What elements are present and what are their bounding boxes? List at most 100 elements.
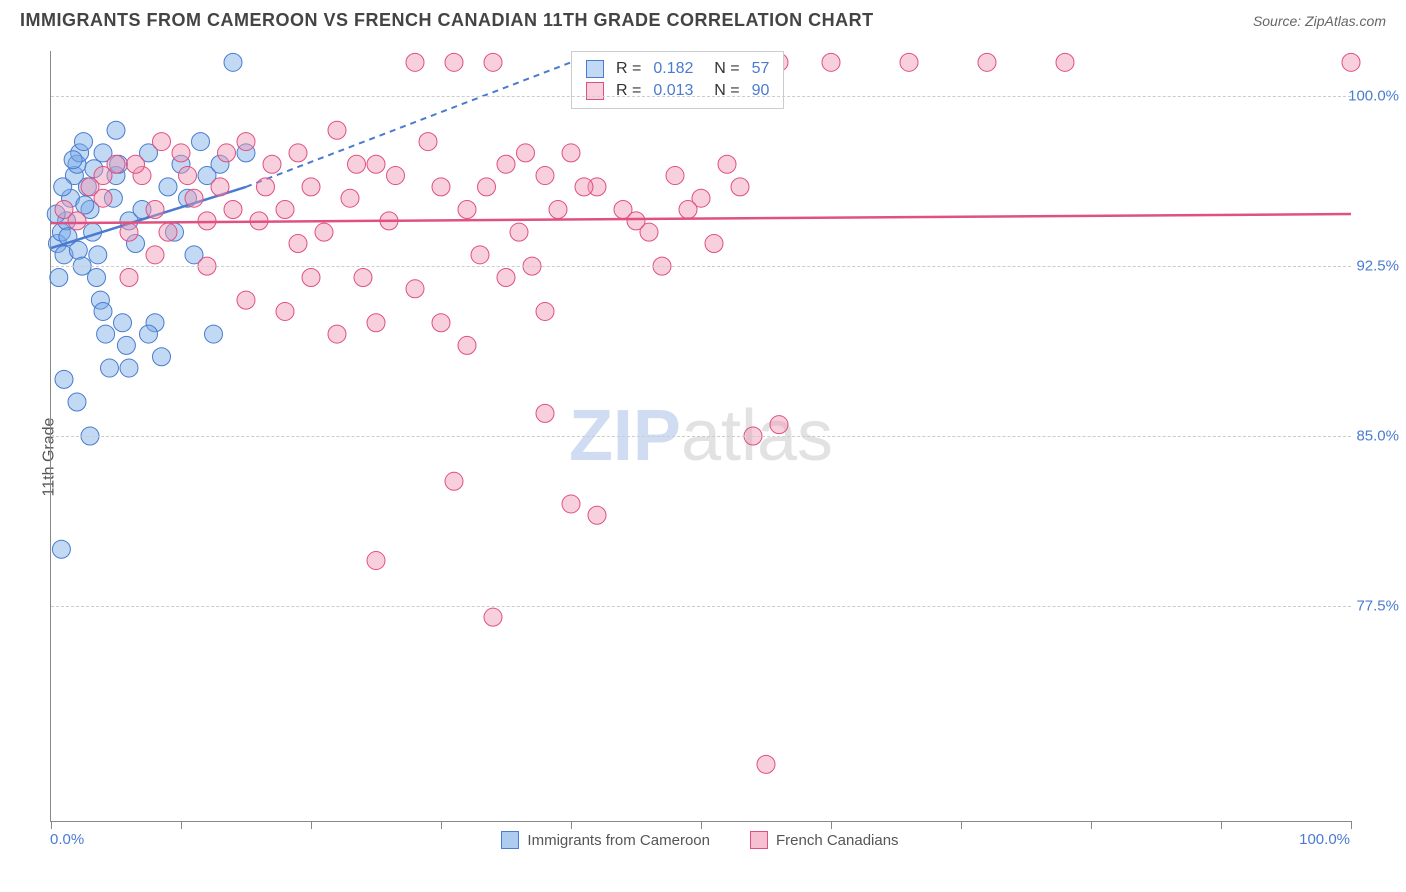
- scatter-point: [458, 336, 476, 354]
- stats-n-label: N =: [705, 82, 739, 100]
- scatter-point: [257, 178, 275, 196]
- scatter-point: [510, 223, 528, 241]
- bottom-legend: Immigrants from Cameroon French Canadians: [50, 831, 1350, 849]
- x-tick: [961, 821, 962, 829]
- scatter-point: [205, 325, 223, 343]
- x-tick: [831, 821, 832, 829]
- scatter-point: [517, 144, 535, 162]
- scatter-point: [406, 280, 424, 298]
- scatter-point: [192, 133, 210, 151]
- scatter-point: [731, 178, 749, 196]
- stats-row: R = 0.182 N = 57: [586, 58, 769, 80]
- scatter-point: [328, 121, 346, 139]
- scatter-point: [54, 178, 72, 196]
- scatter-point: [367, 552, 385, 570]
- scatter-point: [458, 201, 476, 219]
- y-tick-label: 77.5%: [1339, 597, 1399, 614]
- scatter-point: [120, 223, 138, 241]
- scatter-point: [68, 212, 86, 230]
- scatter-point: [445, 472, 463, 490]
- grid-line: [51, 266, 1351, 267]
- scatter-point: [341, 189, 359, 207]
- scatter-point: [52, 540, 70, 558]
- scatter-point: [328, 325, 346, 343]
- x-tick: [51, 821, 52, 829]
- y-tick-label: 92.5%: [1339, 258, 1399, 275]
- scatter-point: [159, 178, 177, 196]
- stats-n-label: N =: [705, 60, 739, 78]
- stats-n-value: 57: [752, 60, 770, 78]
- scatter-point: [315, 223, 333, 241]
- scatter-point: [50, 268, 68, 286]
- scatter-point: [1342, 53, 1360, 71]
- scatter-point: [562, 144, 580, 162]
- scatter-point: [101, 359, 119, 377]
- x-tick: [441, 821, 442, 829]
- scatter-point: [237, 133, 255, 151]
- scatter-point: [432, 178, 450, 196]
- scatter-point: [75, 133, 93, 151]
- scatter-point: [276, 201, 294, 219]
- scatter-point: [445, 53, 463, 71]
- legend-label: Immigrants from Cameroon: [527, 832, 710, 849]
- scatter-point: [978, 53, 996, 71]
- scatter-point: [478, 178, 496, 196]
- scatter-point: [497, 268, 515, 286]
- scatter-point: [76, 196, 94, 214]
- stats-n-value: 90: [752, 82, 770, 100]
- scatter-point: [97, 325, 115, 343]
- x-tick: [571, 821, 572, 829]
- scatter-point: [666, 167, 684, 185]
- scatter-point: [211, 178, 229, 196]
- scatter-point: [94, 189, 112, 207]
- scatter-point: [588, 506, 606, 524]
- scatter-point: [757, 755, 775, 773]
- scatter-point: [900, 53, 918, 71]
- scatter-point: [406, 53, 424, 71]
- plot-area: ZIPatlas R = 0.182 N = 57R = 0.013 N = 9…: [50, 51, 1351, 822]
- scatter-point: [89, 246, 107, 264]
- scatter-point: [263, 155, 281, 173]
- stats-r-label: R =: [616, 60, 641, 78]
- scatter-point: [302, 268, 320, 286]
- stats-swatch: [586, 82, 604, 100]
- scatter-point: [69, 241, 87, 259]
- scatter-point: [218, 144, 236, 162]
- stats-legend-box: R = 0.182 N = 57R = 0.013 N = 90: [571, 51, 784, 109]
- legend-item: French Canadians: [750, 831, 899, 849]
- scatter-point: [94, 167, 112, 185]
- scatter-point: [705, 235, 723, 253]
- scatter-point: [536, 302, 554, 320]
- scatter-point: [718, 155, 736, 173]
- scatter-point: [1056, 53, 1074, 71]
- scatter-point: [120, 359, 138, 377]
- scatter-point: [354, 268, 372, 286]
- stats-row: R = 0.013 N = 90: [586, 80, 769, 102]
- x-tick: [1351, 821, 1352, 829]
- scatter-point: [770, 416, 788, 434]
- scatter-point: [140, 325, 158, 343]
- scatter-point: [432, 314, 450, 332]
- scatter-point: [127, 155, 145, 173]
- scatter-point: [172, 144, 190, 162]
- x-tick: [311, 821, 312, 829]
- stats-r-label: R =: [616, 82, 641, 100]
- scatter-point: [367, 314, 385, 332]
- scatter-point: [289, 235, 307, 253]
- stats-swatch: [586, 60, 604, 78]
- scatter-point: [536, 167, 554, 185]
- stats-r-value: 0.013: [653, 82, 693, 100]
- scatter-point: [302, 178, 320, 196]
- scatter-point: [117, 336, 135, 354]
- scatter-point: [348, 155, 366, 173]
- scatter-point: [276, 302, 294, 320]
- x-tick: [181, 821, 182, 829]
- scatter-point: [484, 53, 502, 71]
- stats-r-value: 0.182: [653, 60, 693, 78]
- scatter-point: [224, 53, 242, 71]
- legend-swatch: [501, 831, 519, 849]
- legend-label: French Canadians: [776, 832, 899, 849]
- scatter-point: [107, 121, 125, 139]
- grid-line: [51, 436, 1351, 437]
- legend-item: Immigrants from Cameroon: [501, 831, 710, 849]
